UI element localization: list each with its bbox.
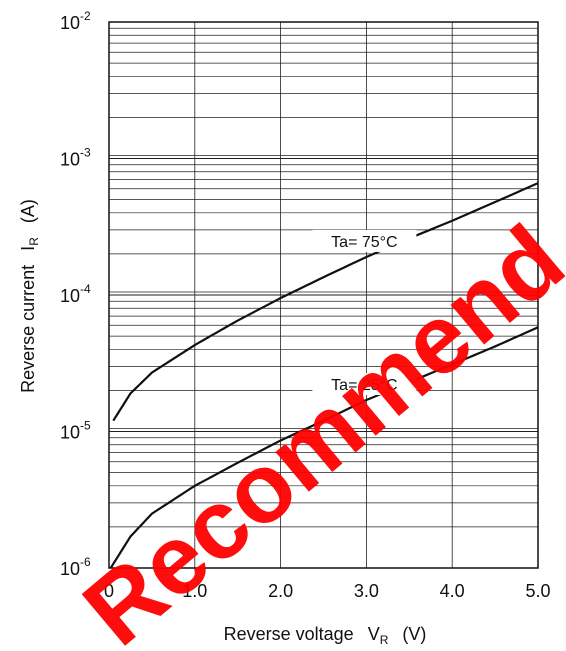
curve-label-background: [312, 373, 417, 396]
watermark: Recommend: [63, 204, 566, 651]
curve-label-background: [312, 229, 417, 252]
x-tick-label: 5.0: [525, 581, 550, 601]
x-axis-label: Reverse voltage VR (V): [224, 624, 427, 647]
series-line: [112, 182, 539, 422]
x-axis-tick-labels: 0 1.0 2.0 3.0 4.0 5.0: [104, 581, 551, 601]
y-tick-label: 10-6: [60, 555, 91, 579]
y-tick-label: 10-4: [60, 282, 91, 306]
x-tick-label: 3.0: [354, 581, 379, 601]
curve-labels: Ta= 75°C Ta= 25°C: [312, 229, 417, 396]
y-tick-label: 10-3: [60, 146, 91, 170]
series-line: [109, 326, 539, 569]
y-tick-label: 10-5: [60, 419, 91, 443]
y-axis-label: Reverse currentIR(A): [18, 199, 41, 393]
svg-text:Recommend: Recommend: [63, 204, 566, 651]
y-axis-tick-labels: 10-6 10-5 10-4 10-3 10-2: [60, 9, 91, 579]
x-tick-label: 2.0: [268, 581, 293, 601]
chart-curves: [109, 182, 539, 569]
y-tick-label: 10-2: [60, 9, 91, 33]
series-label: Ta= 75°C: [331, 234, 397, 251]
plot-frame: [108, 21, 539, 569]
x-tick-label: 0: [104, 581, 114, 601]
x-tick-label: 1.0: [182, 581, 207, 601]
x-tick-label: 4.0: [440, 581, 465, 601]
series-label: Ta= 25°C: [331, 377, 397, 394]
